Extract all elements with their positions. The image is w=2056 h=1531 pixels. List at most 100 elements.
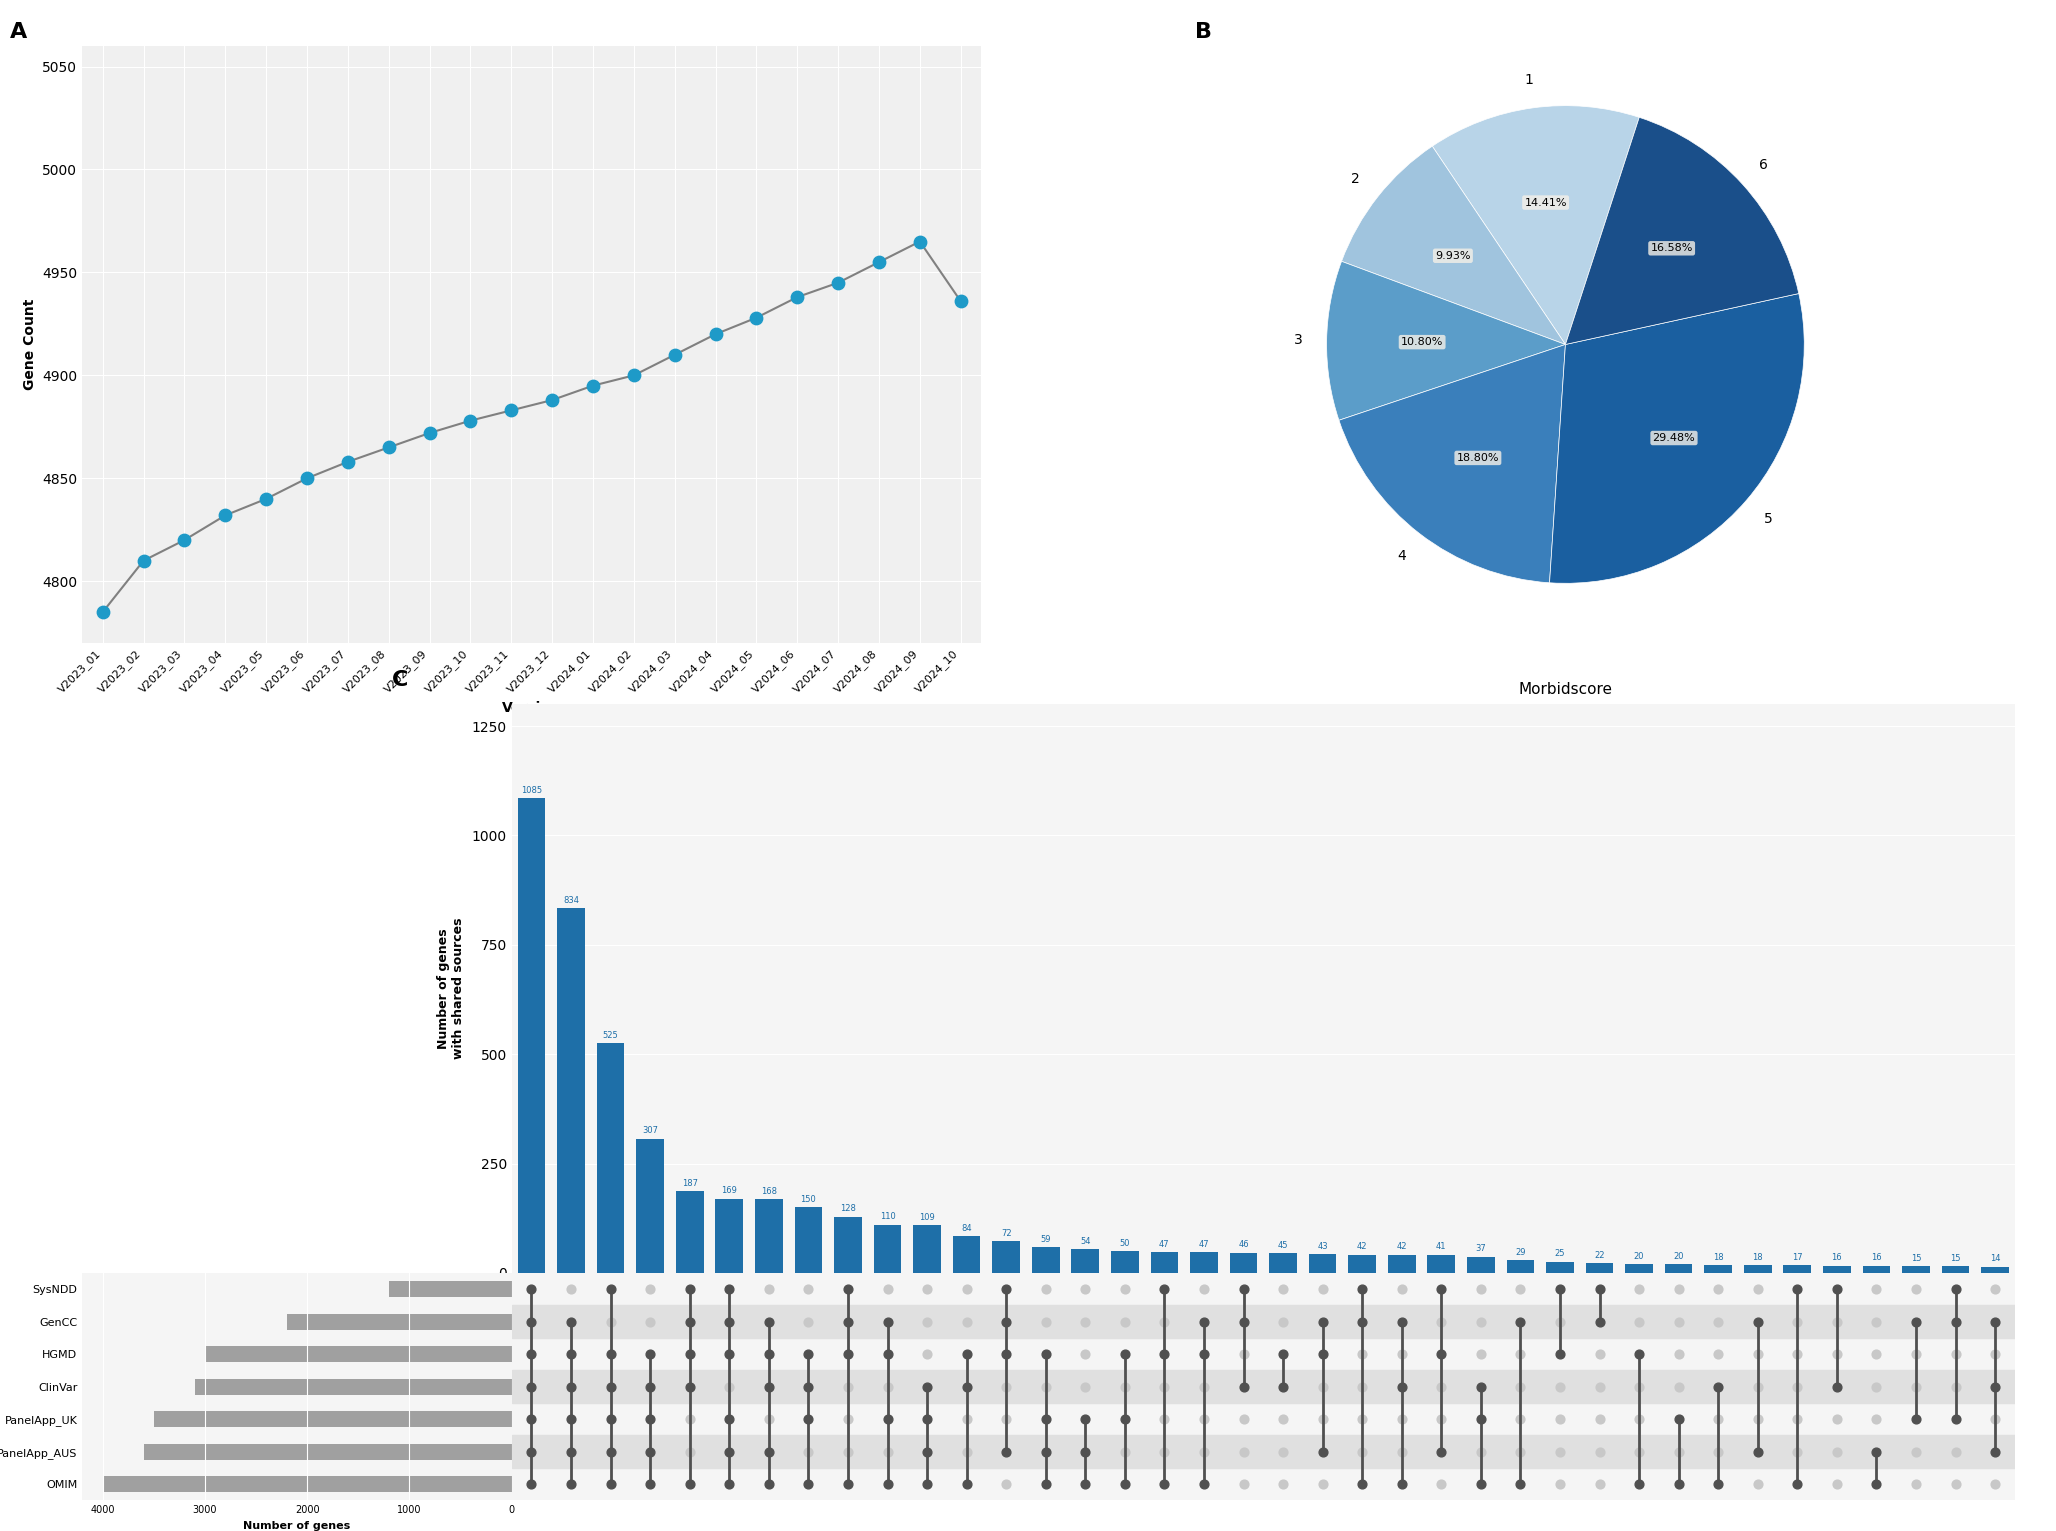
Point	[127, 548, 160, 573]
Point	[1464, 1309, 1497, 1334]
Point	[713, 1407, 746, 1431]
Point	[1266, 1375, 1299, 1399]
Point	[1425, 1277, 1458, 1301]
Text: 59: 59	[1040, 1234, 1051, 1243]
Bar	[518, 798, 545, 1272]
Bar	[715, 1199, 742, 1272]
Text: 2: 2	[1351, 171, 1359, 185]
Point	[1227, 1341, 1260, 1366]
X-axis label: Number of genes
in source: Number of genes in source	[243, 1520, 352, 1531]
Point	[633, 1439, 666, 1464]
Point	[831, 1309, 864, 1334]
Point	[1108, 1407, 1141, 1431]
Bar	[389, 1281, 512, 1297]
Text: 307: 307	[641, 1127, 658, 1134]
Text: 50: 50	[1121, 1239, 1131, 1248]
Point	[672, 1471, 705, 1496]
Point	[1861, 1309, 1894, 1334]
Text: 43: 43	[1318, 1242, 1328, 1251]
Point	[1900, 1471, 1933, 1496]
Point	[1583, 1471, 1616, 1496]
Point	[1978, 1439, 2011, 1464]
Point	[713, 1375, 746, 1399]
Point	[944, 289, 977, 314]
Point	[1386, 1277, 1419, 1301]
Point	[1030, 1471, 1063, 1496]
Point	[1464, 1375, 1497, 1399]
Bar	[635, 1139, 664, 1272]
Point	[1820, 1341, 1852, 1366]
Point	[617, 363, 650, 387]
Point	[1544, 1407, 1577, 1431]
Point	[822, 271, 855, 295]
Text: 22: 22	[1593, 1251, 1606, 1260]
Text: 45: 45	[1279, 1240, 1289, 1249]
Point	[1425, 1471, 1458, 1496]
Wedge shape	[1338, 344, 1565, 583]
Point	[1227, 1439, 1260, 1464]
Point	[831, 1375, 864, 1399]
Point	[1069, 1375, 1102, 1399]
Point	[1266, 1407, 1299, 1431]
Point	[1780, 1309, 1813, 1334]
Point	[1544, 1439, 1577, 1464]
Point	[1505, 1471, 1538, 1496]
Bar	[874, 1225, 901, 1272]
Point	[1622, 1471, 1655, 1496]
Bar	[206, 1346, 512, 1363]
Point	[1147, 1439, 1180, 1464]
Point	[555, 1439, 588, 1464]
Point	[792, 1439, 824, 1464]
Point	[1741, 1471, 1774, 1496]
Point	[792, 1471, 824, 1496]
Point	[1544, 1309, 1577, 1334]
Point	[752, 1407, 785, 1431]
Point	[672, 1407, 705, 1431]
Point	[1661, 1341, 1694, 1366]
Point	[1505, 1341, 1538, 1366]
Point	[1702, 1471, 1735, 1496]
Point	[1978, 1407, 2011, 1431]
Point	[1900, 1341, 1933, 1366]
Point	[1780, 1439, 1813, 1464]
Point	[594, 1375, 627, 1399]
Point	[950, 1277, 983, 1301]
Point	[1583, 1407, 1616, 1431]
Bar	[1824, 1266, 1850, 1272]
Text: 42: 42	[1357, 1242, 1367, 1251]
Point	[950, 1439, 983, 1464]
Point	[1741, 1407, 1774, 1431]
Bar	[952, 1236, 981, 1272]
Point	[752, 1471, 785, 1496]
Point	[1147, 1471, 1180, 1496]
Point	[792, 1341, 824, 1366]
Text: 41: 41	[1435, 1243, 1447, 1251]
Point	[1069, 1407, 1102, 1431]
Point	[911, 1439, 944, 1464]
Point	[911, 1309, 944, 1334]
Text: 5: 5	[1764, 511, 1772, 527]
Point	[713, 1439, 746, 1464]
Bar	[557, 908, 584, 1272]
Point	[1741, 1375, 1774, 1399]
Y-axis label: Number of genes
with shared sources: Number of genes with shared sources	[436, 919, 465, 1059]
Bar	[755, 1199, 783, 1272]
Text: 54: 54	[1079, 1237, 1090, 1246]
Point	[1108, 1309, 1141, 1334]
Point	[1030, 1375, 1063, 1399]
Text: 110: 110	[880, 1213, 894, 1222]
Point	[1147, 1277, 1180, 1301]
Point	[872, 1439, 905, 1464]
Point	[1820, 1439, 1852, 1464]
Text: 84: 84	[962, 1223, 972, 1232]
Point	[1939, 1341, 1972, 1366]
Point	[249, 487, 282, 511]
Point	[1347, 1471, 1380, 1496]
Point	[1741, 1277, 1774, 1301]
Point	[86, 600, 119, 625]
Point	[713, 1277, 746, 1301]
Point	[950, 1375, 983, 1399]
Point	[1147, 1375, 1180, 1399]
Point	[989, 1277, 1022, 1301]
Bar	[1546, 1262, 1573, 1272]
